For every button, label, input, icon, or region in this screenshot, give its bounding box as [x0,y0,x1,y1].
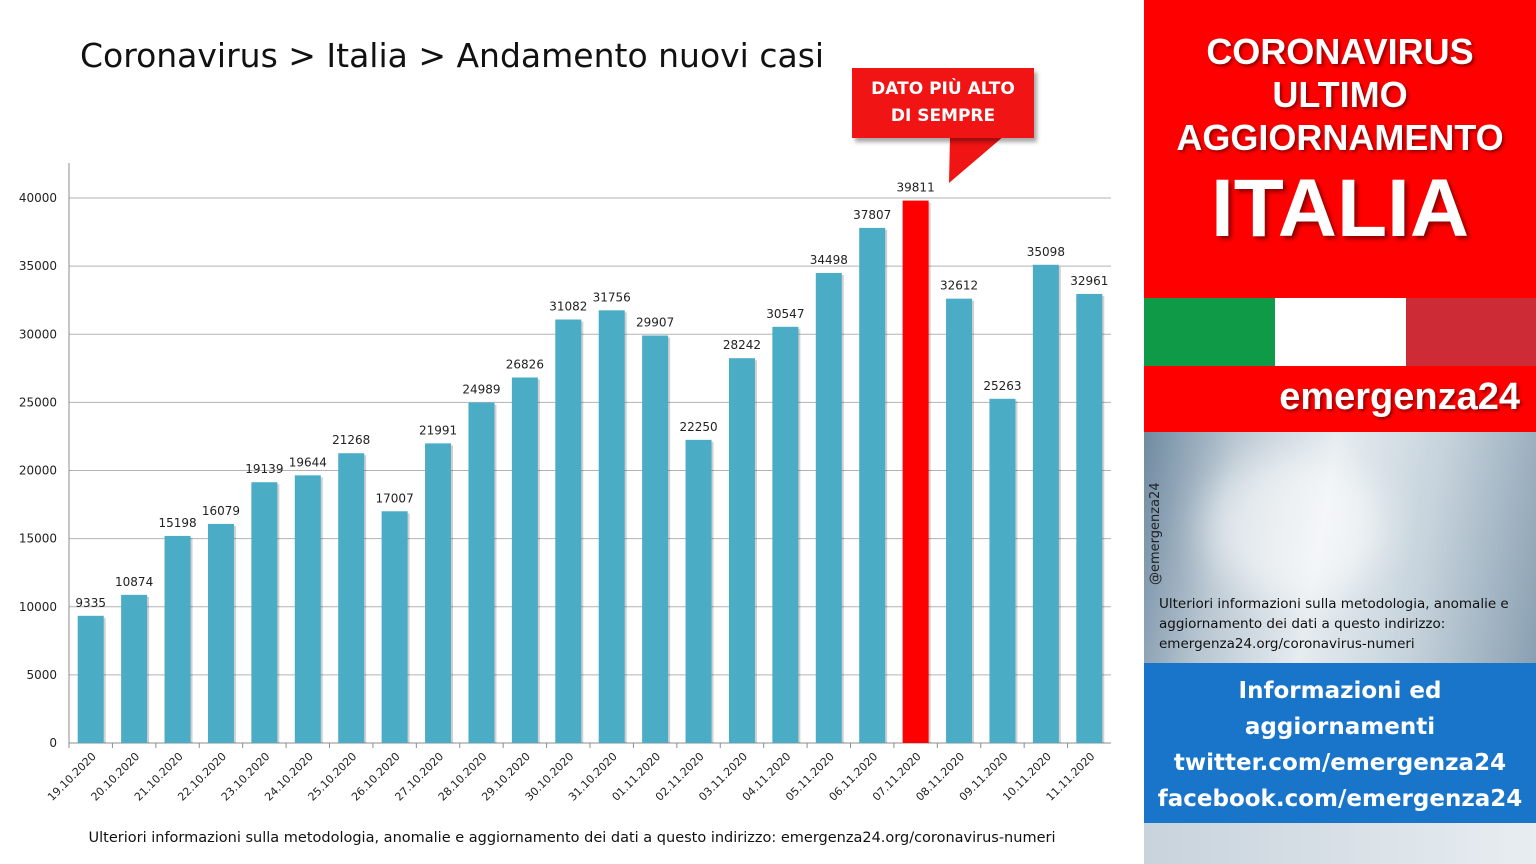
social-info-box: Informazioni ed aggiornamenti twitter.co… [1144,663,1536,823]
data-label: 19644 [289,455,327,469]
y-tick-label: 25000 [19,395,57,409]
bar [555,319,582,743]
bar [685,439,712,743]
data-label: 21991 [419,423,457,437]
bar [859,227,886,743]
data-label: 24989 [462,383,500,397]
banner-line-3: AGGIORNAMENTO [1176,117,1504,158]
twitter-link[interactable]: twitter.com/emergenza24 [1173,750,1507,776]
data-label: 32612 [940,279,978,293]
bar-highlight [902,200,929,743]
bar [251,482,278,743]
background-photo: Ulteriori informazioni sulla metodologia… [1144,432,1536,663]
flag-green-stripe [1144,298,1275,366]
banner-line-1: CORONAVIRUS [1206,31,1474,72]
page-title: Coronavirus > Italia > Andamento nuovi c… [80,36,825,75]
facebook-link[interactable]: facebook.com/emergenza24 [1157,786,1523,812]
data-label: 30547 [766,307,804,321]
chart-panel: Coronavirus > Italia > Andamento nuovi c… [18,36,1111,846]
bar [511,377,538,743]
info-line-1: Informazioni ed [1238,678,1442,704]
bar [294,475,321,743]
data-label: 25263 [983,379,1021,393]
banner-line-2: ULTIMO [1272,74,1408,115]
banner-country: ITALIA [1210,163,1470,254]
bar [468,402,495,743]
info-sidebar: CORONAVIRUS ULTIMO AGGIORNAMENTO ITALIA … [1144,0,1536,864]
y-tick-label: 30000 [19,327,57,341]
y-tick-label: 5000 [26,668,57,682]
y-tick-label: 40000 [19,191,57,205]
data-label: 22250 [679,420,717,434]
info-line-2: aggiornamenti [1244,714,1436,740]
bar [121,594,148,743]
y-tick-label: 0 [49,736,57,750]
update-banner: CORONAVIRUS ULTIMO AGGIORNAMENTO ITALIA [1144,0,1536,298]
bar [1032,264,1059,743]
data-label: 10874 [115,575,153,589]
y-tick-label: 10000 [19,600,57,614]
methodology-note: Ulteriori informazioni sulla metodologia… [88,830,1056,846]
data-label: 17007 [376,491,414,505]
data-label: 9335 [75,596,106,610]
data-label: 32961 [1070,274,1108,288]
bar [425,443,452,743]
data-label: 37807 [853,208,891,222]
flag-red-stripe [1406,298,1536,366]
side-methodology-note: Ulteriori informazioni sulla metodologia… [1159,596,1509,652]
data-label: 21268 [332,433,370,447]
brand-bar: emergenza24 [1144,366,1536,432]
data-label: 35098 [1027,245,1065,259]
bar [772,326,799,743]
data-label: 29907 [636,316,674,330]
data-label: 39811 [897,181,935,195]
bar [989,398,1016,743]
social-handle: @emergenza24 [1148,482,1163,585]
bar [1076,293,1103,743]
bar [164,535,191,743]
data-label: 26826 [506,357,544,371]
y-tick-label: 20000 [19,464,57,478]
bar [598,310,625,743]
bar [946,298,973,743]
bar [77,615,104,743]
brand-name: emergenza24 [1279,376,1520,418]
data-label: 31756 [593,290,631,304]
bar [815,272,842,743]
data-label: 34498 [810,253,848,267]
bar [207,523,234,743]
record-callout: DATO PIÙ ALTO DI SEMPRE [852,68,1034,138]
callout-line-1: DATO PIÙ ALTO [871,79,1015,99]
data-label: 19139 [245,462,283,476]
y-tick-label: 15000 [19,532,57,546]
data-label: 31082 [549,300,587,314]
italian-flag [1144,298,1536,366]
bottom-strip [1144,823,1536,864]
bar [642,335,669,743]
bar [381,511,408,743]
data-label: 16079 [202,504,240,518]
bar-chart: 0 5000 10000 15000 20000 25000 30000 35000 40000… [19,163,1111,804]
flag-white-stripe [1275,298,1406,366]
data-label: 15198 [158,516,196,530]
photo-glow [1204,452,1384,602]
y-tick-label: 35000 [19,259,57,273]
callout-tail [949,136,1004,183]
callout-line-2: DI SEMPRE [890,106,996,126]
data-label: 28242 [723,338,761,352]
bar [338,453,365,743]
bar [728,358,755,743]
